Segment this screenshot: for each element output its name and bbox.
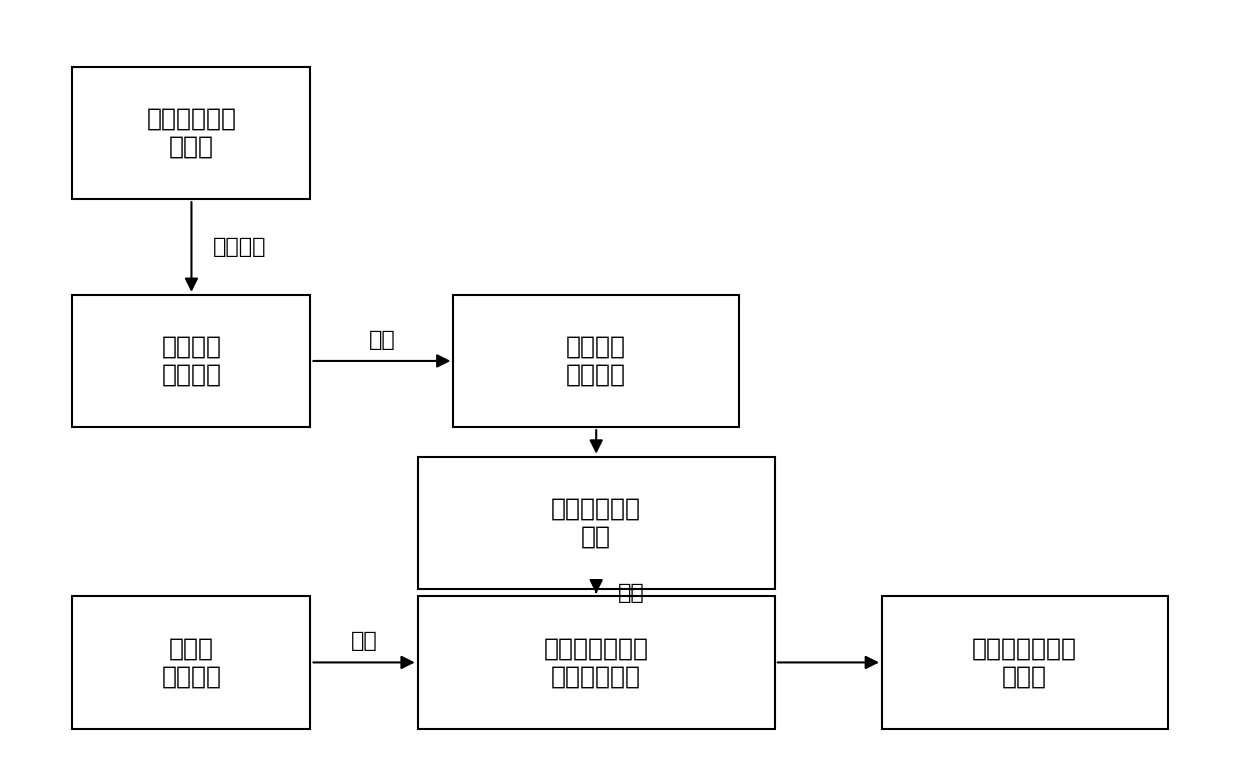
- Text: 确定直流偏磁风
险较高变压器: 确定直流偏磁风 险较高变压器: [543, 637, 649, 689]
- Text: 分布式接地极
建模: 分布式接地极 建模: [552, 497, 641, 548]
- Text: 分布式接地极
的提出: 分布式接地极 的提出: [146, 107, 237, 159]
- Bar: [418, 596, 775, 728]
- Text: 初步确定
选址范围: 初步确定 选址范围: [161, 335, 222, 387]
- Bar: [454, 295, 739, 427]
- Text: 采取直流偏磁抑
制措施: 采取直流偏磁抑 制措施: [972, 637, 1078, 689]
- Text: 确定最佳
极址位置: 确定最佳 极址位置: [567, 335, 626, 387]
- Bar: [72, 67, 310, 199]
- Bar: [882, 596, 1168, 728]
- Bar: [418, 457, 775, 589]
- Text: 对比: 对比: [351, 631, 377, 651]
- Text: 征地规划: 征地规划: [213, 237, 267, 257]
- Text: 中性点
电流阈值: 中性点 电流阈值: [161, 637, 222, 689]
- Text: 计算: 计算: [368, 330, 396, 350]
- Bar: [72, 295, 310, 427]
- Bar: [72, 596, 310, 728]
- Text: 计算: 计算: [618, 583, 645, 603]
